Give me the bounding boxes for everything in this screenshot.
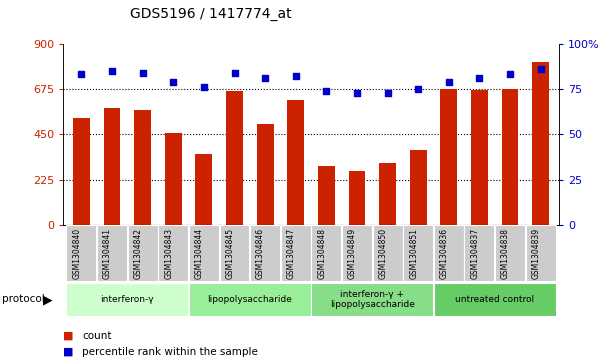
Point <box>77 72 87 77</box>
Bar <box>67 225 97 281</box>
Point <box>291 73 300 79</box>
Bar <box>342 225 372 281</box>
Bar <box>410 150 427 225</box>
Point <box>535 66 545 72</box>
Text: GSM1304849: GSM1304849 <box>348 228 357 279</box>
Bar <box>434 225 464 281</box>
Text: lipopolysaccharide: lipopolysaccharide <box>207 295 292 304</box>
Bar <box>189 283 311 316</box>
Bar <box>434 283 555 316</box>
Text: GSM1304846: GSM1304846 <box>256 228 265 279</box>
Bar <box>403 225 433 281</box>
Text: GSM1304837: GSM1304837 <box>471 228 480 279</box>
Bar <box>195 155 212 225</box>
Bar <box>502 89 519 225</box>
Text: interferon-γ: interferon-γ <box>100 295 154 304</box>
Text: GSM1304845: GSM1304845 <box>225 228 234 279</box>
Bar <box>441 89 457 225</box>
Text: percentile rank within the sample: percentile rank within the sample <box>82 347 258 357</box>
Bar <box>379 163 396 225</box>
Text: count: count <box>82 331 112 341</box>
Text: untreated control: untreated control <box>455 295 534 304</box>
Bar <box>311 283 433 316</box>
Text: GSM1304843: GSM1304843 <box>164 228 173 279</box>
Text: ■: ■ <box>63 347 73 357</box>
Text: interferon-γ +
lipopolysaccharide: interferon-γ + lipopolysaccharide <box>330 290 415 309</box>
Text: GSM1304840: GSM1304840 <box>73 228 82 279</box>
Bar <box>281 225 311 281</box>
Bar <box>67 283 188 316</box>
Text: GSM1304851: GSM1304851 <box>409 228 418 279</box>
Point <box>107 68 117 74</box>
Text: protocol: protocol <box>2 294 44 305</box>
Bar <box>165 133 182 225</box>
Text: ■: ■ <box>63 331 73 341</box>
Bar <box>219 225 249 281</box>
Point <box>352 90 362 95</box>
Bar <box>311 225 341 281</box>
Bar <box>287 100 304 225</box>
Bar <box>103 108 120 225</box>
Text: GSM1304836: GSM1304836 <box>440 228 449 279</box>
Text: GSM1304847: GSM1304847 <box>287 228 296 279</box>
Bar <box>250 225 280 281</box>
Bar <box>226 91 243 225</box>
Text: GSM1304848: GSM1304848 <box>317 228 326 279</box>
Bar <box>134 110 151 225</box>
Bar <box>525 225 555 281</box>
Text: GSM1304850: GSM1304850 <box>379 228 388 279</box>
Bar <box>318 166 335 225</box>
Point <box>444 79 454 85</box>
Point <box>322 88 331 94</box>
Bar <box>465 225 495 281</box>
Bar <box>189 225 219 281</box>
Bar <box>257 124 273 225</box>
Bar <box>532 62 549 225</box>
Text: GDS5196 / 1417774_at: GDS5196 / 1417774_at <box>130 7 291 21</box>
Bar <box>471 90 488 225</box>
Bar <box>127 225 157 281</box>
Bar <box>495 225 525 281</box>
Point <box>168 79 178 85</box>
Text: ▶: ▶ <box>43 293 53 306</box>
Point <box>505 72 515 77</box>
Bar <box>373 225 403 281</box>
Point <box>138 70 147 76</box>
Text: GSM1304841: GSM1304841 <box>103 228 112 279</box>
Point <box>199 84 209 90</box>
Bar <box>349 171 365 225</box>
Point <box>475 75 484 81</box>
Text: GSM1304842: GSM1304842 <box>133 228 142 279</box>
Point <box>383 90 392 95</box>
Bar <box>158 225 188 281</box>
Bar <box>73 118 90 225</box>
Point <box>260 75 270 81</box>
Text: GSM1304839: GSM1304839 <box>531 228 540 279</box>
Bar <box>97 225 127 281</box>
Text: GSM1304838: GSM1304838 <box>501 228 510 279</box>
Point <box>413 86 423 92</box>
Point <box>230 70 239 76</box>
Text: GSM1304844: GSM1304844 <box>195 228 204 279</box>
